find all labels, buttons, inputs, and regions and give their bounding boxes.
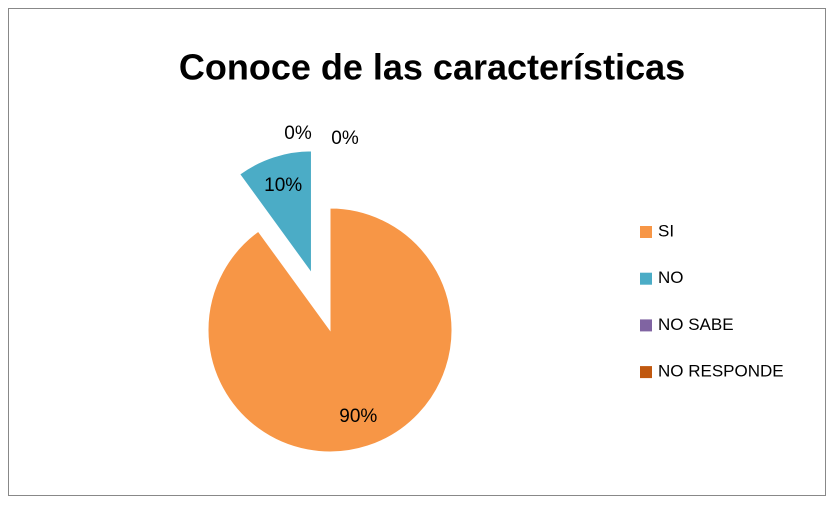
legend-swatch: [640, 226, 652, 238]
data-label: 0%: [284, 123, 312, 144]
legend-swatch: [640, 319, 652, 332]
chart-title: Conoce de las características: [179, 47, 685, 88]
legend-label: NO SABE: [658, 315, 734, 334]
data-label: 90%: [339, 406, 377, 427]
legend-label: NO: [658, 268, 684, 287]
legend-label: NO RESPONDE: [658, 362, 784, 381]
legend-label: SI: [658, 221, 674, 240]
data-label: 0%: [331, 128, 359, 149]
data-label: 10%: [264, 175, 302, 196]
legend-swatch: [640, 272, 652, 285]
legend-swatch: [640, 366, 652, 379]
pie-slice: [207, 207, 453, 453]
pie-slice: [239, 150, 312, 275]
